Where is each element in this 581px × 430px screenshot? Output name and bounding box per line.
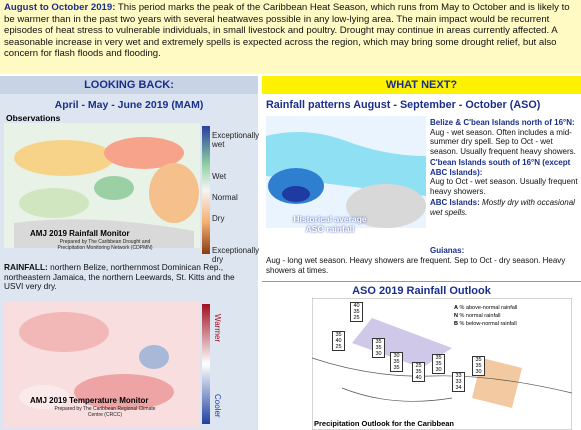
outlook-title: ASO 2019 Rainfall Outlook bbox=[352, 285, 491, 297]
note: Guianas: bbox=[430, 246, 578, 256]
outlook-box: 30 35 35 bbox=[390, 352, 403, 372]
key: B bbox=[454, 321, 458, 327]
key: A bbox=[454, 305, 458, 311]
divider bbox=[262, 281, 581, 282]
aso-map-label: Historical average ASO rainfall bbox=[293, 214, 367, 234]
header: August to October 2019: This period mark… bbox=[0, 0, 581, 74]
rainfall-summary: RAINFALL: northern Belize, northernmost … bbox=[4, 262, 256, 292]
outlook-value: 25 bbox=[335, 344, 342, 350]
rain-legend-item: Exceptionally wet bbox=[212, 131, 260, 149]
temperature-map bbox=[4, 302, 200, 428]
outlook-value: 35 bbox=[475, 357, 482, 363]
rainfall-map bbox=[4, 123, 200, 248]
key-text: % above-normal rainfall bbox=[459, 305, 518, 311]
note: C'bean Islands south of 16°N (except ABC… bbox=[430, 158, 578, 196]
rainfall-text: northern Belize, northernmost Dominican … bbox=[4, 262, 235, 291]
outlook-value: 40 bbox=[353, 303, 360, 309]
outlook-box: 40 35 25 bbox=[350, 302, 363, 322]
note-text: Aug - long wet season. Heavy showers are… bbox=[266, 256, 566, 275]
rain-legend-item: Wet bbox=[212, 172, 227, 181]
observations-label: Observations bbox=[6, 113, 61, 123]
header-text: This period marks the peak of the Caribb… bbox=[4, 2, 570, 60]
rain-legend-bar bbox=[202, 126, 210, 254]
outlook-legend-item: A % above-normal rainfall bbox=[454, 304, 544, 312]
header-title: August to October 2019: bbox=[4, 2, 116, 13]
note-text: Aug to Oct - wet season. Usually frequen… bbox=[430, 177, 578, 196]
note: ABC Islands: Mostly dry with occasional … bbox=[430, 198, 578, 217]
rain-legend-item: Exceptionally dry bbox=[212, 246, 260, 264]
left-heading: LOOKING BACK: bbox=[0, 76, 258, 94]
outlook-box: 35 35 30 bbox=[372, 338, 385, 358]
outlook-value: 35 bbox=[375, 345, 382, 351]
key: N bbox=[454, 313, 458, 319]
note: Belize & C'bean Islands north of 16°N: Au… bbox=[430, 118, 578, 156]
outlook-value: 33 bbox=[455, 379, 462, 385]
outlook-box: 35 35 30 bbox=[472, 356, 485, 376]
note-title: Belize & C'bean Islands north of 16°N: bbox=[430, 118, 575, 127]
note-text: Aug - wet season. Often includes a mid-s… bbox=[430, 127, 576, 156]
left-subheading: April - May - June 2019 (MAM) bbox=[54, 99, 204, 111]
outlook-value: 35 bbox=[475, 363, 482, 369]
rain-caption: AMJ 2019 Rainfall Monitor bbox=[30, 229, 130, 238]
rain-credit: Prepared by The Caribbean Drought and Pr… bbox=[57, 239, 153, 251]
rainfall-label: RAINFALL: bbox=[4, 262, 48, 272]
note-title: C'bean Islands south of 16°N (except ABC… bbox=[430, 158, 571, 177]
outlook-value: 35 bbox=[435, 355, 442, 361]
temp-credit: Prepared by The Caribbean Regional Clima… bbox=[54, 406, 156, 418]
temp-caption: AMJ 2019 Temperature Monitor bbox=[30, 396, 149, 405]
outlook-box: 25 35 40 bbox=[412, 362, 425, 382]
note-title: ABC Islands: bbox=[430, 198, 480, 207]
outlook-value: 30 bbox=[435, 367, 442, 373]
right-subheading: Rainfall patterns August - September - O… bbox=[266, 99, 541, 111]
notes: Belize & C'bean Islands north of 16°N: Au… bbox=[430, 118, 578, 219]
outlook-value: 25 bbox=[353, 315, 360, 321]
outlook-value: 35 bbox=[335, 332, 342, 338]
outlook-value: 40 bbox=[415, 375, 422, 381]
outlook-value: 40 bbox=[335, 338, 342, 344]
outlook-legend-item: B % below-normal rainfall bbox=[454, 320, 544, 328]
outlook-value: 33 bbox=[455, 373, 462, 379]
rain-legend-item: Dry bbox=[212, 214, 225, 223]
right-column: WHAT NEXT? Rainfall patterns August - Se… bbox=[262, 76, 581, 430]
outlook-value: 35 bbox=[415, 369, 422, 375]
outlook-value: 34 bbox=[455, 385, 462, 391]
temp-legend-item: Cooler bbox=[213, 394, 222, 418]
outlook-box: 33 33 34 bbox=[452, 372, 465, 392]
outlook-value: 35 bbox=[393, 359, 400, 365]
note-title: Guianas: bbox=[430, 246, 465, 255]
rain-legend-item: Normal bbox=[212, 193, 238, 202]
outlook-value: 35 bbox=[393, 365, 400, 371]
outlook-caption: Precipitation Outlook for the Caribbean bbox=[314, 419, 455, 428]
outlook-value: 30 bbox=[375, 351, 382, 357]
outlook-legend: A % above-normal rainfall N % normal rai… bbox=[454, 304, 544, 328]
outlook-box: 35 35 30 bbox=[432, 354, 445, 374]
left-column: LOOKING BACK: April - May - June 2019 (M… bbox=[0, 76, 260, 430]
key-text: % normal rainfall bbox=[459, 313, 501, 319]
temp-legend-item: Warmer bbox=[213, 314, 222, 343]
outlook-value: 35 bbox=[435, 361, 442, 367]
aso-map bbox=[266, 116, 426, 246]
key-text: % below-normal rainfall bbox=[459, 321, 517, 327]
outlook-box: 35 40 25 bbox=[332, 331, 345, 351]
outlook-value: 30 bbox=[475, 369, 482, 375]
note-text: Mostly dry with occasional wet spells. bbox=[430, 198, 575, 217]
outlook-value: 30 bbox=[393, 353, 400, 359]
outlook-value: 25 bbox=[415, 363, 422, 369]
outlook-value: 35 bbox=[375, 339, 382, 345]
right-heading: WHAT NEXT? bbox=[262, 76, 581, 94]
outlook-legend-item: N % normal rainfall bbox=[454, 312, 544, 320]
temp-legend-bar bbox=[202, 304, 210, 424]
outlook-value: 35 bbox=[353, 309, 360, 315]
